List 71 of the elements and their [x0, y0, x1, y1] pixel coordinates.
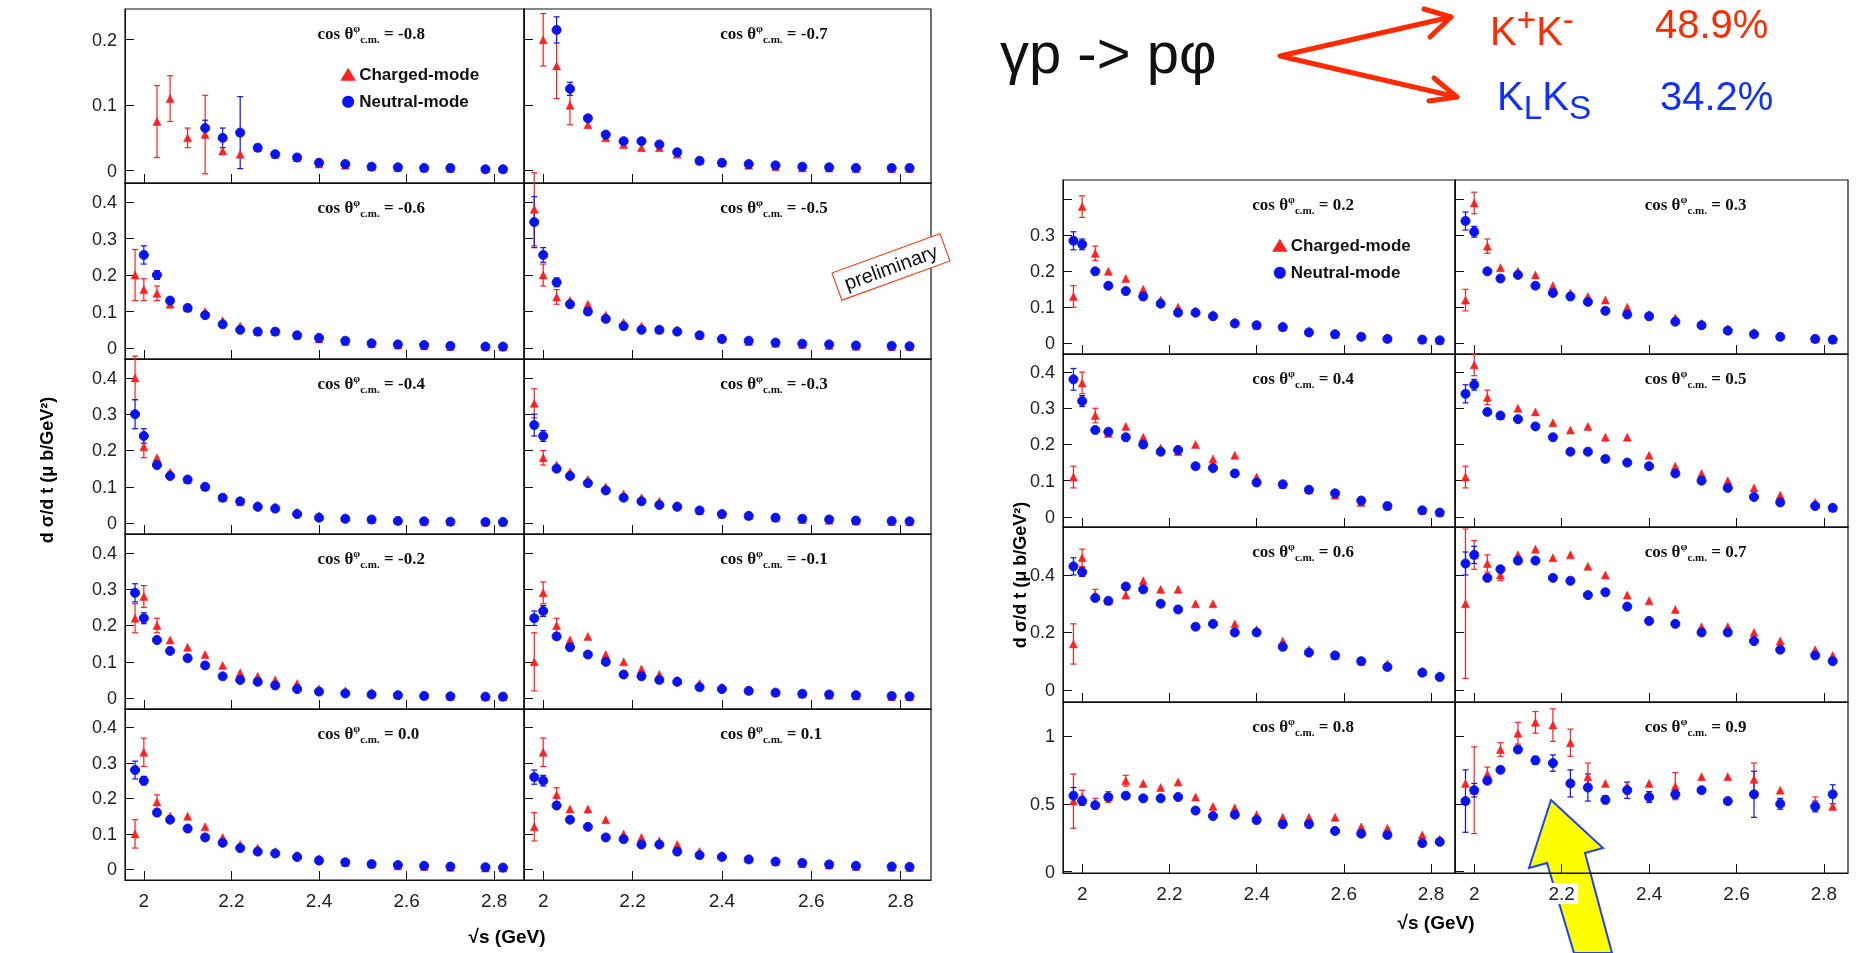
- y-tick-label: 1: [1044, 725, 1055, 746]
- text: 48.9%: [1655, 1, 1769, 48]
- text: γp -> pφ: [1000, 19, 1217, 87]
- text: 34.2%: [1660, 73, 1774, 120]
- y-tick-label: 0.3: [1029, 398, 1055, 419]
- y-tick-label: 0.2: [91, 788, 117, 809]
- x-tick-label: 2.2: [218, 890, 245, 911]
- x-tick-label: 2: [138, 890, 150, 911]
- x-axis-title: √s (GeV): [468, 925, 546, 947]
- y-tick-label: 0: [106, 513, 117, 534]
- x-tick-label: 2: [537, 890, 549, 911]
- x-tick-label: 2: [1076, 883, 1088, 904]
- y-tick-label: 0: [106, 859, 117, 880]
- x-tick-label: 2.8: [1417, 883, 1445, 904]
- legend-label: Neutral-mode: [1290, 263, 1401, 283]
- y-tick-label: 0.4: [91, 191, 117, 212]
- y-tick-label: 0.1: [91, 95, 117, 116]
- x-tick-label: 2: [1468, 883, 1480, 904]
- y-tick-label: 0: [106, 160, 117, 181]
- y-axis-title: d σ/d t (μ b/GeV²): [1010, 501, 1030, 649]
- text: K$^{+}$K$^{-}$: [1490, 0, 1574, 56]
- x-tick-label: 2.4: [708, 890, 736, 911]
- y-tick-label: 0.2: [1029, 622, 1055, 643]
- y-tick-label: 0.1: [91, 823, 117, 844]
- x-tick-label: 2.6: [798, 890, 825, 911]
- y-tick-label: 0.2: [91, 265, 117, 286]
- y-tick-label: 0.3: [91, 228, 117, 249]
- y-tick-label: 0.1: [91, 651, 117, 672]
- y-tick-label: 0: [1044, 679, 1055, 700]
- y-tick-label: 0.5: [1029, 793, 1055, 814]
- y-tick-label: 0.4: [91, 717, 117, 738]
- y-tick-label: 0.1: [91, 476, 117, 497]
- x-tick-label: 2.8: [1810, 883, 1838, 904]
- x-tick-label: 2.2: [619, 890, 646, 911]
- y-tick-label: 0.1: [1029, 470, 1055, 491]
- x-tick-label: 2.4: [305, 890, 333, 911]
- y-tick-label: 0: [1044, 506, 1055, 527]
- y-tick-label: 0: [1044, 861, 1055, 882]
- y-tick-label: 0.2: [1029, 434, 1055, 455]
- x-axis-title: √s (GeV): [1397, 911, 1475, 933]
- x-tick-label: 2.2: [1156, 883, 1183, 904]
- y-axis-title: d σ/d t (μ b/GeV²): [37, 396, 57, 544]
- x-tick-label: 2.4: [1243, 883, 1271, 904]
- y-tick-label: 0.4: [91, 542, 117, 563]
- y-tick-label: 0.1: [91, 301, 117, 322]
- legend-label: Charged-mode: [359, 65, 480, 85]
- y-tick-label: 0.2: [91, 615, 117, 636]
- y-tick-label: 0.1: [1029, 297, 1055, 318]
- x-tick-label: 2.4: [1635, 883, 1663, 904]
- y-tick-label: 0: [106, 338, 117, 359]
- y-tick-label: 0.3: [91, 752, 117, 773]
- x-tick-label: 2.2: [1548, 883, 1575, 904]
- y-tick-label: 0.2: [91, 29, 117, 50]
- x-tick-label: 2.8: [887, 890, 914, 911]
- y-tick-label: 0.2: [1029, 261, 1055, 282]
- y-tick-label: 0.2: [91, 440, 117, 461]
- x-tick-label: 2.6: [1723, 883, 1750, 904]
- x-tick-label: 2.6: [1330, 883, 1358, 904]
- y-tick-label: 0.3: [1029, 225, 1055, 246]
- y-tick-label: 0.3: [91, 404, 117, 425]
- y-tick-label: 0.3: [91, 579, 117, 600]
- y-tick-label: 0: [1044, 333, 1055, 354]
- y-tick-label: 0.4: [1029, 564, 1055, 585]
- x-tick-label: 2.6: [393, 890, 420, 911]
- legend-label: Neutral-mode: [359, 92, 469, 112]
- y-tick-label: 0: [106, 688, 117, 709]
- legend-label: Charged-mode: [1290, 236, 1411, 256]
- y-tick-label: 0.4: [91, 367, 117, 388]
- y-tick-label: 0.4: [1029, 362, 1055, 383]
- text: K$_{L}$K$_{S}$: [1497, 73, 1592, 128]
- x-tick-label: 2.8: [481, 890, 508, 911]
